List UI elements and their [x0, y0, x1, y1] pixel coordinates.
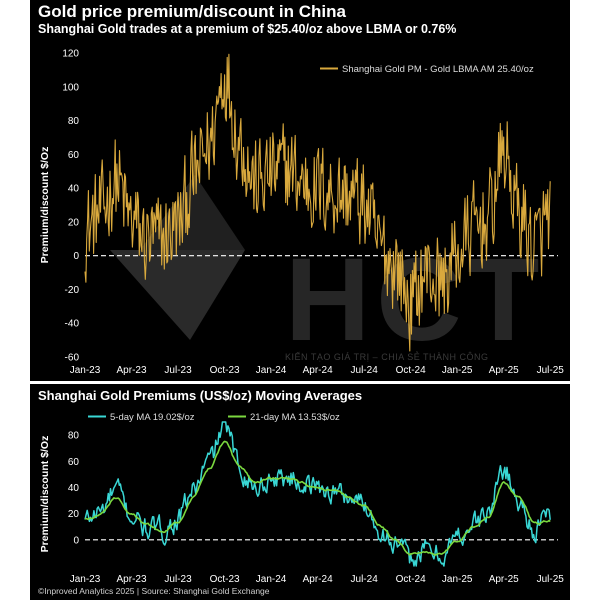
- y-tick-label: 80: [68, 431, 80, 442]
- y-tick-label: 40: [68, 483, 80, 494]
- y-tick-label: 20: [68, 509, 80, 520]
- x-tick-label: Jul-25: [537, 365, 565, 376]
- x-tick-label: Jan-24: [256, 574, 287, 585]
- x-tick-label: Apr-25: [489, 574, 519, 585]
- series-line-2: [84, 440, 551, 556]
- y-tick-label: 0: [73, 251, 79, 262]
- y-tick-label: -60: [65, 353, 80, 364]
- moving-average-chart: 0 20 40 60 80 Jan-23 Apr-23 Jul-23 Oct-23 Jan-24 A…: [39, 412, 565, 585]
- y-tick-label: 40: [68, 184, 80, 195]
- y-tick-label: 80: [68, 116, 80, 127]
- y-tick-label: 100: [62, 82, 79, 93]
- y-tick-label: 60: [68, 457, 80, 468]
- ma-chart-title: Shanghai Gold Premiums (US$/oz) Moving A…: [38, 388, 363, 403]
- x-tick-label: Apr-24: [303, 574, 333, 585]
- source-footer: ©Inproved Analytics 2025 | Source: Shang…: [38, 586, 270, 596]
- chart-figure: Gold price premium/discount in China Sha…: [30, 0, 570, 600]
- x-tick-label: Jul-23: [164, 365, 192, 376]
- x-tick-label: Apr-25: [489, 365, 519, 376]
- legend-label: Shanghai Gold PM - Gold LBMA AM 25.40/oz: [342, 64, 534, 75]
- x-tick-label: Jan-24: [256, 365, 287, 376]
- y-tick-label: 60: [68, 150, 80, 161]
- x-tick-label: Oct-24: [396, 365, 426, 376]
- x-tick-label: Jul-23: [164, 574, 192, 585]
- chart-title: Gold price premium/discount in China: [38, 2, 346, 21]
- x-tick-label: Oct-23: [210, 574, 240, 585]
- x-tick-label: Oct-23: [210, 365, 240, 376]
- x-tick-label: Jul-24: [351, 574, 379, 585]
- x-tick-label: Jan-25: [442, 574, 473, 585]
- legend-label: 5-day MA 19.02$/oz: [110, 412, 195, 423]
- y-tick-label: -40: [65, 319, 80, 330]
- series-line-1: [84, 421, 551, 567]
- x-tick-label: Apr-23: [117, 574, 147, 585]
- x-tick-label: Jan-25: [442, 365, 473, 376]
- y-axis-label: Premium/discount $/Oz: [39, 147, 51, 264]
- x-tick-label: Jan-23: [70, 574, 101, 585]
- y-tick-label: 20: [68, 217, 80, 228]
- legend-label: 21-day MA 13.53$/oz: [250, 412, 340, 423]
- x-tick-label: Oct-24: [396, 574, 426, 585]
- panel-divider: [30, 381, 570, 384]
- y-tick-label: 0: [73, 535, 79, 546]
- y-axis-label: Premium/discount $/Oz: [39, 436, 51, 553]
- x-tick-label: Jul-25: [537, 574, 565, 585]
- x-tick-label: Apr-23: [117, 365, 147, 376]
- y-tick-label: -20: [65, 285, 80, 296]
- x-tick-label: Apr-24: [303, 365, 333, 376]
- watermark-triangle-icon: [110, 250, 245, 340]
- chart-subtitle: Shanghai Gold trades at a premium of $25…: [38, 22, 457, 36]
- y-tick-label: 120: [62, 49, 79, 60]
- watermark-tagline: KIẾN TẠO GIÁ TRỊ – CHIA SẺ THÀNH CÔNG: [285, 352, 489, 362]
- series-line-1: [84, 53, 551, 352]
- x-tick-label: Jul-24: [351, 365, 379, 376]
- x-tick-label: Jan-23: [70, 365, 101, 376]
